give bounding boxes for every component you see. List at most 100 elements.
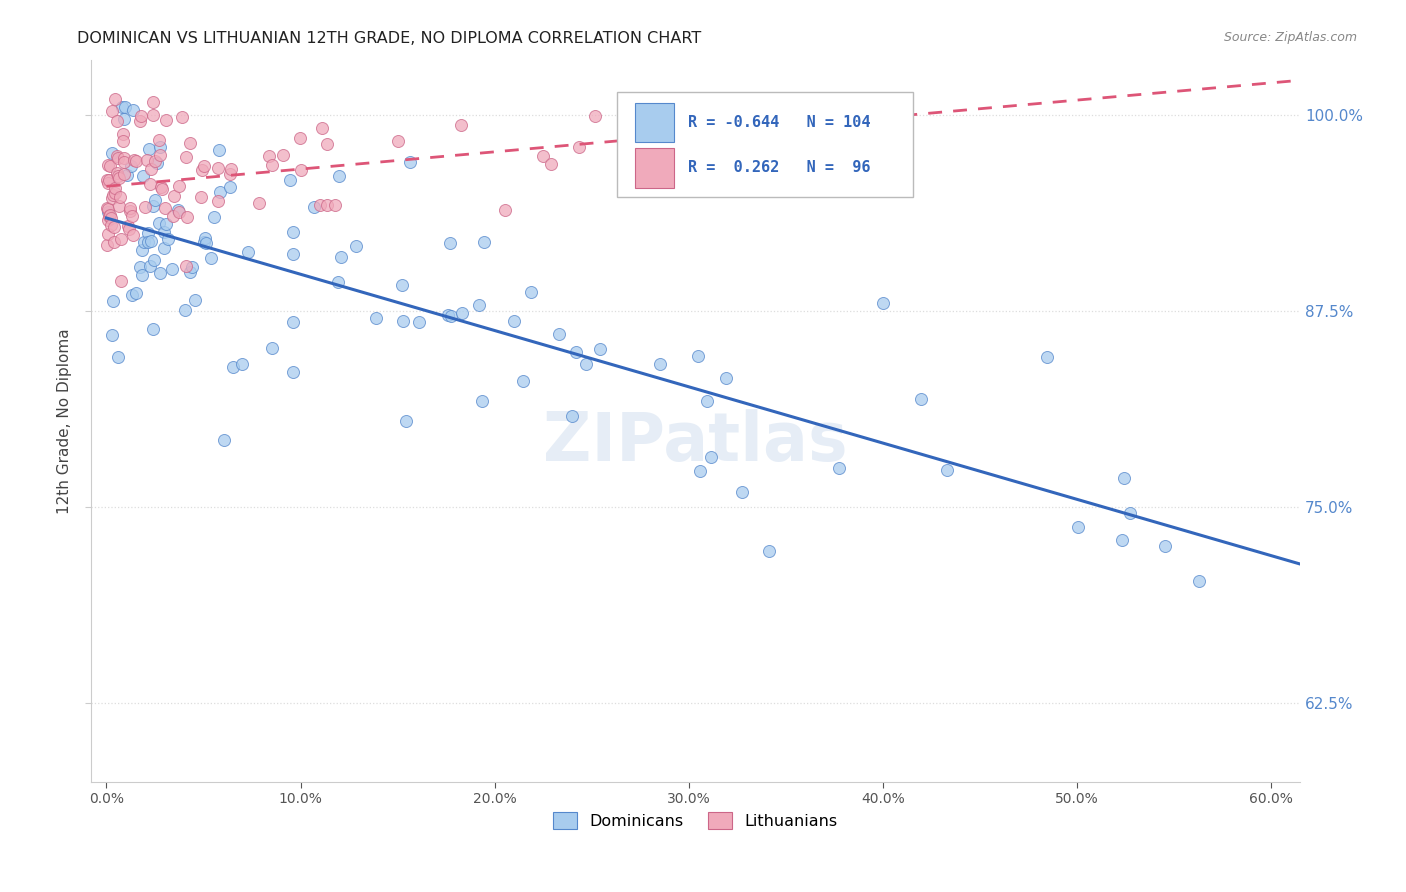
Point — [910, 392, 932, 406]
Point — [141, 234, 163, 248]
Point — [735, 148, 758, 162]
Point — [112, 151, 135, 165]
Point — [696, 394, 718, 409]
Point — [560, 409, 582, 424]
Point — [281, 225, 304, 239]
Point — [219, 162, 242, 177]
Point — [148, 133, 170, 147]
Point — [149, 266, 172, 280]
Point — [120, 203, 142, 218]
Point — [101, 188, 124, 202]
Point — [129, 109, 152, 123]
Point — [395, 414, 418, 428]
Point — [202, 210, 225, 224]
Point — [328, 275, 350, 289]
Point — [112, 134, 135, 148]
Point — [531, 149, 554, 163]
FancyBboxPatch shape — [617, 92, 912, 197]
Point — [219, 168, 242, 182]
Point — [115, 169, 138, 183]
FancyBboxPatch shape — [636, 148, 673, 188]
Point — [96, 173, 118, 187]
Point — [450, 306, 472, 320]
Point — [391, 278, 413, 293]
Point — [142, 95, 165, 109]
Point — [139, 178, 162, 192]
Point — [209, 185, 232, 199]
Point — [190, 162, 212, 177]
Point — [166, 203, 188, 218]
Point — [138, 259, 160, 273]
Point — [193, 159, 215, 173]
Point — [568, 140, 591, 154]
Point — [108, 171, 131, 186]
Point — [316, 198, 339, 212]
Point — [111, 100, 134, 114]
Point — [1067, 520, 1090, 534]
Point — [236, 245, 259, 260]
Point — [173, 303, 195, 318]
Point — [1035, 351, 1057, 365]
Point — [120, 159, 142, 173]
Point — [112, 112, 135, 126]
Point — [167, 179, 190, 194]
Legend: Dominicans, Lithuanians: Dominicans, Lithuanians — [547, 805, 844, 836]
Point — [700, 450, 723, 465]
Point — [408, 315, 430, 329]
Point — [207, 194, 229, 208]
Point — [200, 251, 222, 265]
Point — [135, 153, 157, 167]
Point — [575, 357, 598, 371]
Point — [138, 142, 160, 156]
Point — [219, 179, 242, 194]
Point — [325, 198, 347, 212]
Point — [104, 181, 127, 195]
Point — [474, 235, 496, 249]
Point — [118, 222, 141, 236]
Point — [872, 296, 894, 310]
Point — [100, 191, 122, 205]
Point — [101, 327, 124, 342]
Point — [122, 228, 145, 243]
Point — [163, 189, 186, 203]
Point — [101, 294, 124, 309]
Point — [129, 260, 152, 274]
Point — [194, 231, 217, 245]
Point — [98, 173, 121, 187]
Point — [97, 204, 120, 219]
Point — [122, 153, 145, 167]
Point — [157, 232, 180, 246]
Point — [174, 259, 197, 273]
Point — [97, 158, 120, 172]
Point — [98, 159, 121, 173]
Point — [648, 357, 671, 371]
Point — [280, 173, 302, 187]
Point — [440, 309, 463, 323]
Point — [103, 219, 125, 234]
Point — [149, 179, 172, 194]
Point — [283, 247, 305, 261]
Point — [136, 227, 159, 241]
Point — [181, 260, 204, 275]
Point — [731, 484, 754, 499]
Point — [450, 118, 472, 132]
Point — [193, 235, 215, 249]
Point — [107, 151, 129, 165]
Point — [439, 235, 461, 250]
Point — [174, 149, 197, 163]
Point — [155, 112, 177, 127]
Point — [172, 110, 194, 124]
Point — [207, 161, 229, 175]
Point — [565, 345, 588, 359]
Text: R = -0.644   N = 104: R = -0.644 N = 104 — [688, 115, 870, 130]
Point — [155, 217, 177, 231]
Point — [257, 149, 280, 163]
Point — [364, 310, 387, 325]
Point — [149, 148, 172, 162]
Point — [262, 158, 284, 172]
Point — [110, 232, 132, 246]
Point — [105, 149, 128, 163]
Point — [105, 114, 128, 128]
Point — [717, 92, 740, 106]
Point — [330, 250, 353, 264]
